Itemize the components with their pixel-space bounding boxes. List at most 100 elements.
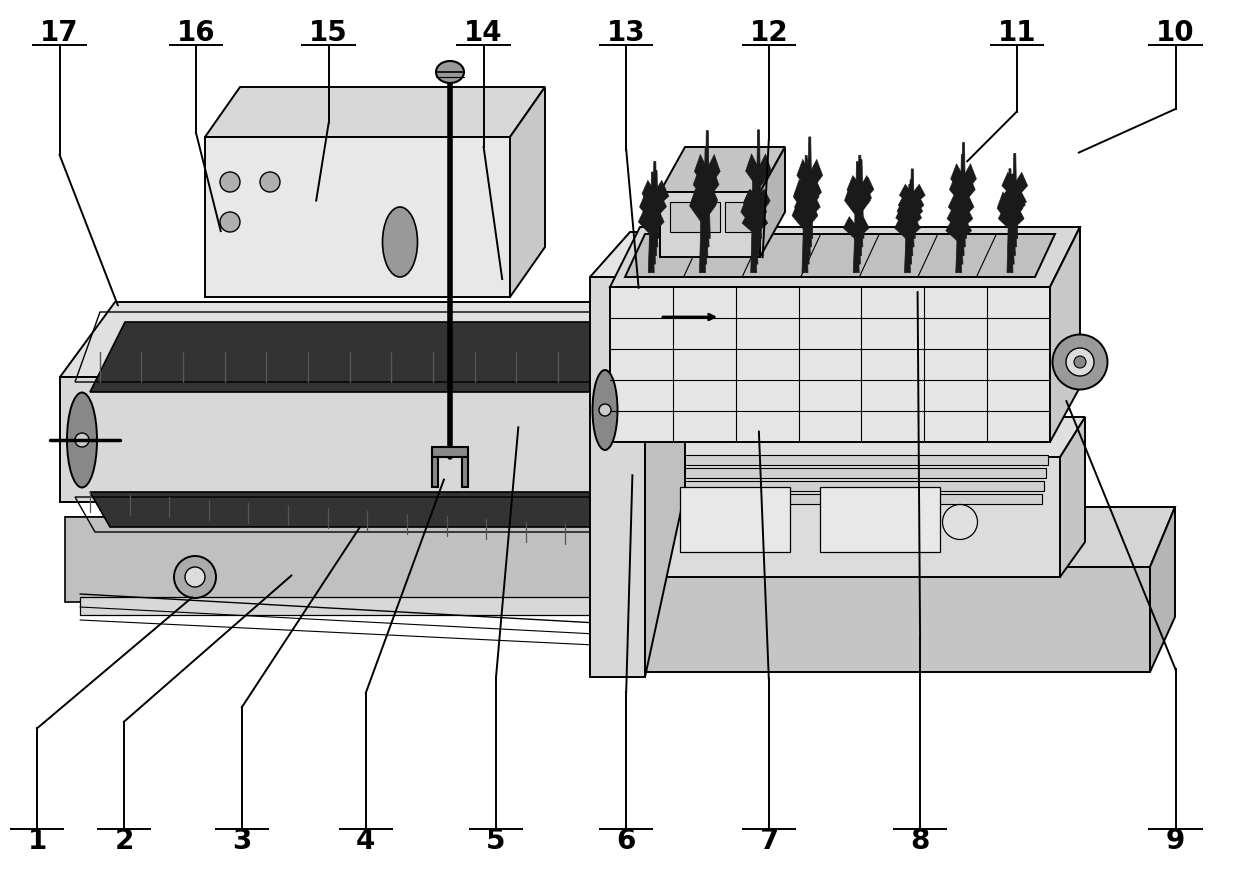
Polygon shape <box>1012 208 1018 238</box>
Polygon shape <box>601 494 1042 504</box>
Polygon shape <box>899 184 913 207</box>
Ellipse shape <box>219 212 241 232</box>
Polygon shape <box>797 160 810 193</box>
Text: 2: 2 <box>114 828 134 855</box>
Polygon shape <box>64 517 650 557</box>
Polygon shape <box>959 191 962 238</box>
Ellipse shape <box>74 433 89 447</box>
Ellipse shape <box>219 172 241 192</box>
Polygon shape <box>959 177 963 228</box>
Polygon shape <box>693 168 706 201</box>
Polygon shape <box>909 206 921 230</box>
Polygon shape <box>656 186 670 208</box>
Polygon shape <box>753 198 756 241</box>
Polygon shape <box>725 202 755 232</box>
Polygon shape <box>704 187 718 215</box>
Polygon shape <box>606 468 1047 478</box>
Polygon shape <box>640 193 652 222</box>
Polygon shape <box>753 226 759 255</box>
Polygon shape <box>703 188 715 224</box>
Polygon shape <box>670 202 720 232</box>
Polygon shape <box>760 147 785 257</box>
Polygon shape <box>1060 417 1085 577</box>
Polygon shape <box>802 241 808 273</box>
Polygon shape <box>91 492 610 527</box>
Polygon shape <box>960 215 965 247</box>
Polygon shape <box>701 230 707 264</box>
Polygon shape <box>908 184 911 230</box>
Polygon shape <box>997 192 1009 226</box>
Text: 11: 11 <box>997 19 1037 47</box>
Polygon shape <box>804 226 810 264</box>
Polygon shape <box>702 167 706 230</box>
Polygon shape <box>699 235 706 273</box>
Polygon shape <box>1013 153 1017 208</box>
Polygon shape <box>796 178 808 208</box>
Polygon shape <box>957 238 963 264</box>
Polygon shape <box>858 155 862 215</box>
Polygon shape <box>911 194 924 217</box>
Polygon shape <box>898 194 911 217</box>
Polygon shape <box>640 417 1085 457</box>
Polygon shape <box>1011 174 1014 227</box>
Polygon shape <box>640 302 689 502</box>
Polygon shape <box>959 220 972 242</box>
Polygon shape <box>857 184 870 218</box>
Ellipse shape <box>1066 348 1094 376</box>
Polygon shape <box>909 214 915 238</box>
Text: 5: 5 <box>486 828 506 855</box>
Polygon shape <box>904 248 910 273</box>
Polygon shape <box>949 194 961 221</box>
Polygon shape <box>645 232 684 677</box>
Polygon shape <box>590 567 1149 672</box>
Polygon shape <box>432 447 467 457</box>
Polygon shape <box>805 155 808 226</box>
Polygon shape <box>897 200 910 223</box>
Polygon shape <box>610 287 1050 442</box>
Text: 7: 7 <box>759 828 779 855</box>
Text: 15: 15 <box>309 19 348 47</box>
Polygon shape <box>706 131 709 201</box>
Polygon shape <box>756 130 760 201</box>
Ellipse shape <box>174 556 216 598</box>
Polygon shape <box>963 164 977 195</box>
Polygon shape <box>653 215 658 238</box>
Polygon shape <box>707 154 720 190</box>
Polygon shape <box>908 223 914 247</box>
Polygon shape <box>642 181 655 208</box>
Polygon shape <box>703 212 709 247</box>
Polygon shape <box>962 175 976 205</box>
Polygon shape <box>806 216 811 247</box>
Polygon shape <box>751 174 755 238</box>
Polygon shape <box>947 207 960 231</box>
Polygon shape <box>804 181 807 241</box>
Polygon shape <box>910 169 914 214</box>
Ellipse shape <box>1053 335 1107 390</box>
Polygon shape <box>750 238 756 273</box>
Polygon shape <box>754 196 766 228</box>
Polygon shape <box>759 153 771 189</box>
Text: 14: 14 <box>464 19 503 47</box>
Polygon shape <box>854 201 858 248</box>
Ellipse shape <box>599 404 611 416</box>
Polygon shape <box>754 171 758 226</box>
Text: 13: 13 <box>606 19 646 47</box>
Polygon shape <box>1008 238 1014 264</box>
Polygon shape <box>808 178 822 208</box>
Text: 9: 9 <box>1166 828 1185 855</box>
Polygon shape <box>608 455 1048 465</box>
Polygon shape <box>652 217 658 247</box>
Polygon shape <box>751 241 758 264</box>
Polygon shape <box>999 192 1012 219</box>
Polygon shape <box>640 457 1060 577</box>
Polygon shape <box>463 457 467 487</box>
Polygon shape <box>644 186 656 208</box>
Polygon shape <box>861 177 874 203</box>
Polygon shape <box>1008 168 1012 236</box>
Polygon shape <box>755 173 759 221</box>
Polygon shape <box>906 230 913 255</box>
Polygon shape <box>703 167 707 224</box>
Polygon shape <box>703 188 717 221</box>
Polygon shape <box>848 177 861 203</box>
Text: 6: 6 <box>616 828 636 855</box>
